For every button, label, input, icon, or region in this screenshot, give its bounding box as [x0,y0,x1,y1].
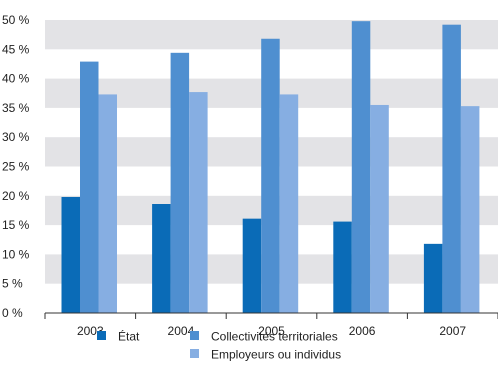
y-axis-ticks: 0 % 5 % 10 % 15 % 20 % 25 % 30 % 35 % 40 % 45 % 50… [2,13,30,320]
x-tick-label: 2006 [349,324,376,338]
legend: État Collectivités territoriales Employeur… [97,329,341,362]
y-tick-label: 10 % [2,247,30,261]
legend-swatch [97,331,106,340]
legend-label: Employeurs ou individus [211,348,341,362]
bar [442,24,461,314]
legend-label: État [118,329,140,344]
bar [279,94,299,313]
bar [423,243,443,313]
y-tick-label: 20 % [2,189,30,203]
legend-label: Collectivités territoriales [211,330,338,344]
y-tick-label: 25 % [2,160,30,174]
x-tick-label: 2005 [258,324,285,338]
bar [152,204,171,313]
bar [80,61,99,313]
legend-swatch [190,349,199,358]
bar [98,94,117,313]
y-tick-label: 30 % [2,130,30,144]
y-tick-label: 35 % [2,101,30,115]
bar [261,38,280,313]
bar [333,221,352,313]
y-tick-label: 5 % [2,277,23,291]
bar [189,92,208,313]
y-tick-label: 40 % [2,72,30,86]
bar [61,196,80,313]
bar [370,104,389,313]
bar [170,52,190,313]
y-tick-label: 45 % [2,42,30,56]
x-tick-label: 2007 [439,324,466,338]
bar-series [61,21,480,314]
legend-swatch [190,331,199,340]
x-tick-label: 2004 [168,324,195,338]
bar [351,21,371,314]
bar [242,218,262,313]
bar [460,106,480,313]
y-tick-label: 50 % [2,13,30,27]
y-tick-label: 0 % [2,306,23,320]
y-tick-label: 15 % [2,218,30,232]
